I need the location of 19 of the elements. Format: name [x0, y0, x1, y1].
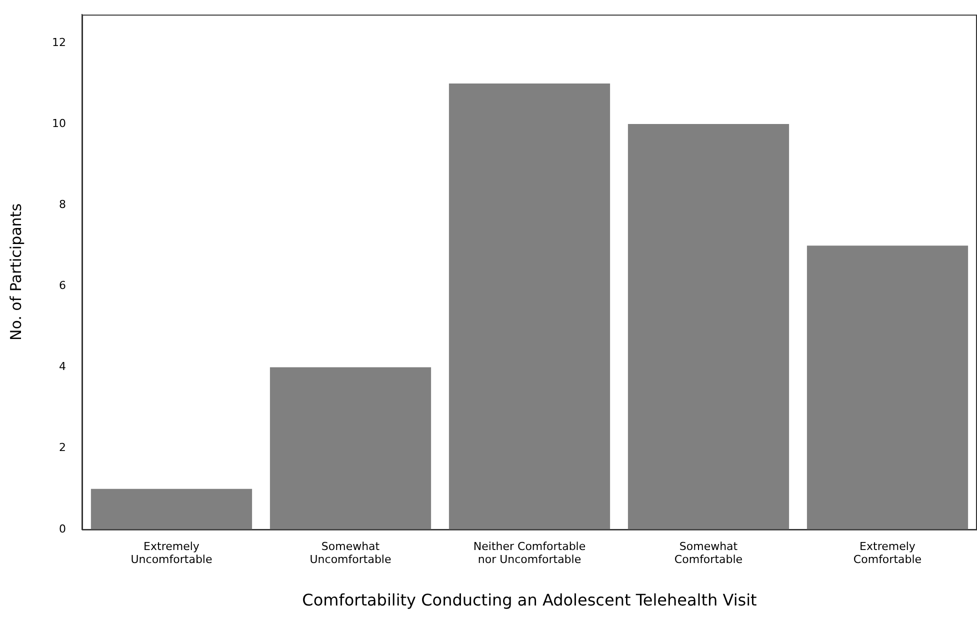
x-tick-label: Extremely Comfortable [853, 540, 922, 566]
x-tick-label: Neither Comfortable nor Uncomfortable [473, 540, 586, 566]
y-tick-label: 10 [52, 116, 66, 130]
bar [448, 84, 610, 530]
bar [806, 246, 968, 530]
x-axis-title: Comfortability Conducting an Adolescent Telehealth Visit [302, 590, 757, 610]
y-tick-label: 8 [58, 198, 66, 211]
x-tick-label: Somewhat Comfortable [674, 540, 743, 566]
bar [90, 488, 252, 530]
y-axis-title: No. of Participants [6, 203, 25, 341]
y-tick-label: 0 [58, 522, 66, 536]
bar [270, 367, 432, 530]
x-tick-label: Somewhat Uncomfortable [310, 540, 392, 566]
bar [628, 124, 790, 530]
y-tick-label: 6 [58, 279, 66, 292]
y-tick-label: 2 [58, 441, 66, 454]
y-tick-label: 4 [58, 360, 66, 374]
y-tick-label: 12 [52, 36, 66, 49]
x-tick-label: Extremely Uncomfortable [130, 540, 212, 566]
